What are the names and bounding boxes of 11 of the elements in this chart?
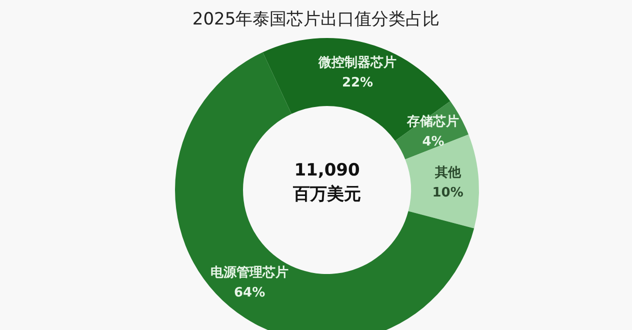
data-label: 64%: [234, 285, 266, 300]
slice-label: 微控制器芯片: [318, 55, 396, 70]
data-label: 22%: [342, 75, 374, 90]
chart-title: 2025年泰国芯片出口值分类占比: [192, 10, 440, 30]
slice-label: 电源管理芯片: [210, 265, 289, 280]
data-label: 10%: [432, 185, 464, 200]
text: 11,090: [294, 160, 360, 180]
text: 百万美元: [292, 184, 361, 204]
data-label: 4%: [422, 134, 444, 150]
slice-label: 其他: [434, 165, 462, 180]
slice-label: 存储芯片: [406, 114, 460, 130]
